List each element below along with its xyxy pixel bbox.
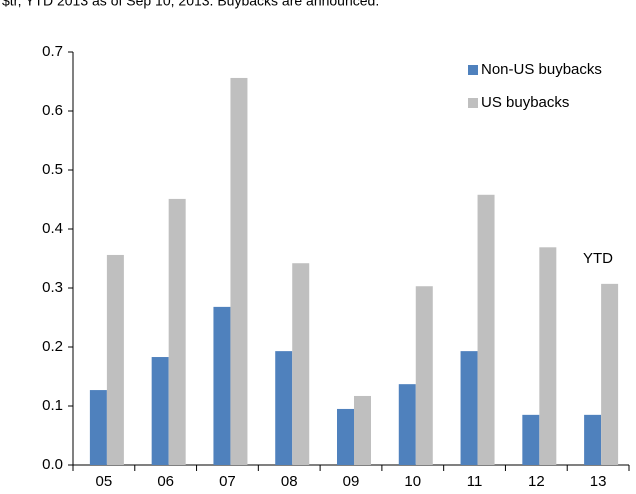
legend-swatch [468, 65, 478, 75]
legend-label: US buybacks [481, 94, 569, 111]
x-tick-label: 08 [281, 473, 298, 490]
bar [601, 283, 619, 465]
bar [460, 351, 478, 465]
bar [522, 414, 540, 465]
y-tick-label: 0.5 [42, 161, 63, 178]
x-tick-label: 05 [96, 473, 113, 490]
bar [151, 357, 169, 465]
x-tick-label: 06 [157, 473, 174, 490]
bar [337, 408, 354, 465]
bar [89, 390, 107, 465]
bar [230, 77, 248, 466]
bar [539, 247, 557, 465]
bar [275, 351, 293, 465]
legend-swatch [468, 98, 478, 108]
x-tick-label: 07 [219, 473, 236, 490]
y-tick-label: 0.3 [42, 279, 63, 296]
y-tick-label: 0.7 [42, 43, 63, 60]
bar [106, 254, 124, 465]
legend-label: Non-US buybacks [481, 61, 602, 78]
y-tick-label: 0.4 [42, 220, 63, 237]
chart-subtitle: $tr, YTD 2013 as of Sep 10, 2013. Buybac… [2, 0, 379, 9]
bar [415, 286, 433, 465]
x-tick-label: 09 [343, 473, 360, 490]
bar [584, 414, 602, 465]
y-tick-label: 0.6 [42, 102, 63, 119]
x-tick-label: 11 [467, 473, 483, 490]
bar [477, 194, 495, 465]
bar [168, 198, 186, 465]
x-tick-label: 12 [528, 473, 545, 490]
y-tick-label: 0.2 [42, 338, 63, 355]
bar [292, 263, 310, 465]
y-tick-label: 0.1 [42, 397, 63, 414]
x-tick-label: 10 [404, 473, 421, 490]
annotation: YTD [583, 250, 613, 267]
x-tick-label: 13 [590, 473, 607, 490]
bar [354, 395, 371, 465]
bar [213, 306, 231, 465]
bar [398, 384, 416, 465]
y-tick-label: 0.0 [42, 456, 63, 473]
